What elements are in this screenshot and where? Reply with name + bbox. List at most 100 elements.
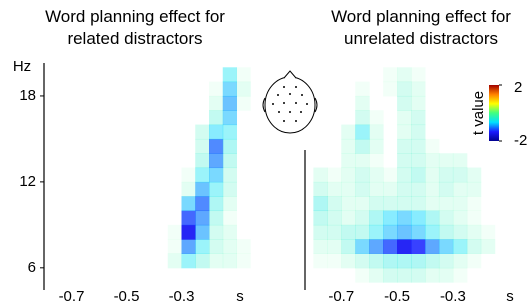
heatmap-cell [369, 153, 383, 168]
heatmap-cell [341, 139, 355, 154]
heatmap-cell [44, 239, 58, 254]
heatmap-cell [481, 168, 495, 183]
heatmap-cell [523, 268, 531, 283]
heatmap-cell [327, 110, 341, 125]
heatmap-cell [411, 268, 425, 283]
heatmap-cell [127, 182, 141, 197]
heatmap-cell [369, 211, 383, 226]
heatmap-cell [237, 110, 251, 125]
heatmap-cell [355, 239, 369, 254]
heatmap-cell [127, 239, 141, 254]
heatmap-cell [313, 153, 327, 168]
heatmap-cell [223, 182, 237, 197]
heatmap-cell [195, 182, 209, 197]
heatmap-cell [72, 125, 86, 140]
heatmap-cell [58, 239, 72, 254]
heatmap-cell [99, 211, 113, 226]
heatmap-cell [154, 168, 168, 183]
heatmap-cell [425, 182, 439, 197]
heatmap-cell [341, 211, 355, 226]
x-axis-label: s [506, 288, 514, 305]
heatmap-cell [113, 110, 127, 125]
heatmap-cell [383, 253, 397, 268]
heatmap-cell [99, 110, 113, 125]
heatmap-cell [237, 211, 251, 226]
heatmap-cell [72, 268, 86, 283]
heatmap-cell [168, 96, 182, 111]
heatmap-cell [327, 211, 341, 226]
heatmap-cell [341, 182, 355, 197]
heatmap-cell [439, 67, 453, 82]
heatmap-cell [383, 211, 397, 226]
heatmap-cell [397, 110, 411, 125]
heatmap-cell [425, 239, 439, 254]
heatmap-cell [383, 67, 397, 82]
heatmap-cell [237, 96, 251, 111]
heatmap-cell [209, 96, 223, 111]
heatmap-cell [453, 153, 467, 168]
heatmap-cell [113, 139, 127, 154]
heatmap-cell [467, 225, 481, 240]
heatmap-cell [99, 67, 113, 82]
heatmap-cell [327, 125, 341, 140]
heatmap-cell [72, 211, 86, 226]
heatmap-cell [154, 196, 168, 211]
heatmap-cell [425, 225, 439, 240]
heatmap-cell [327, 153, 341, 168]
heatmap-cell [355, 139, 369, 154]
heatmap-cell [237, 182, 251, 197]
heatmap-cell [369, 196, 383, 211]
heatmap-cell [154, 153, 168, 168]
heatmap-cell [182, 110, 196, 125]
heatmap-cell [397, 225, 411, 240]
heatmap-cell [113, 125, 127, 140]
heatmap-cell [439, 182, 453, 197]
x-tick-label: -0.5 [114, 288, 140, 305]
y-axis-label: Hz [13, 58, 31, 75]
heatmap-cell [369, 239, 383, 254]
heatmap-cell [127, 139, 141, 154]
heatmap-cell [397, 253, 411, 268]
heatmap-cell [509, 268, 523, 283]
heatmap-cell [44, 153, 58, 168]
heatmap-cell [237, 125, 251, 140]
heatmap-cell [425, 67, 439, 82]
figure: Hz s s t value 2-2-0.7-0.5-0.361218-0.7-… [0, 0, 531, 308]
heatmap-cell [250, 139, 264, 154]
heatmap-cell [453, 110, 467, 125]
heatmap-cell [44, 268, 58, 283]
heatmap-cell [369, 225, 383, 240]
heatmap-cell [182, 225, 196, 240]
heatmap-cell [154, 182, 168, 197]
heatmap-cell [369, 168, 383, 183]
heatmap-cell [182, 253, 196, 268]
heatmap-cell [355, 96, 369, 111]
heatmap-cell [509, 168, 523, 183]
heatmap-cell [223, 110, 237, 125]
heatmap-cell [182, 211, 196, 226]
heatmap-cell [341, 110, 355, 125]
heatmap-cell [127, 153, 141, 168]
heatmap-cell [85, 82, 99, 97]
heatmap-cell [209, 268, 223, 283]
heatmap-cell [58, 153, 72, 168]
heatmap-cell [383, 139, 397, 154]
heatmap-cell [453, 196, 467, 211]
heatmap-cell [467, 168, 481, 183]
heatmap-cell [85, 196, 99, 211]
heatmap-cell [72, 196, 86, 211]
heatmap-cell [85, 153, 99, 168]
heatmap-cell [523, 225, 531, 240]
heatmap-cell [58, 168, 72, 183]
heatmap-cell [383, 110, 397, 125]
heatmap-cell [72, 67, 86, 82]
heatmap-cell [58, 268, 72, 283]
heatmap-cell [411, 182, 425, 197]
heatmap-cell [195, 153, 209, 168]
heatmap-cell [250, 268, 264, 283]
heatmap-cell [58, 125, 72, 140]
heatmap-cell [439, 125, 453, 140]
heatmap-cell [313, 225, 327, 240]
heatmap-cell [44, 139, 58, 154]
heatmap-cell [481, 182, 495, 197]
